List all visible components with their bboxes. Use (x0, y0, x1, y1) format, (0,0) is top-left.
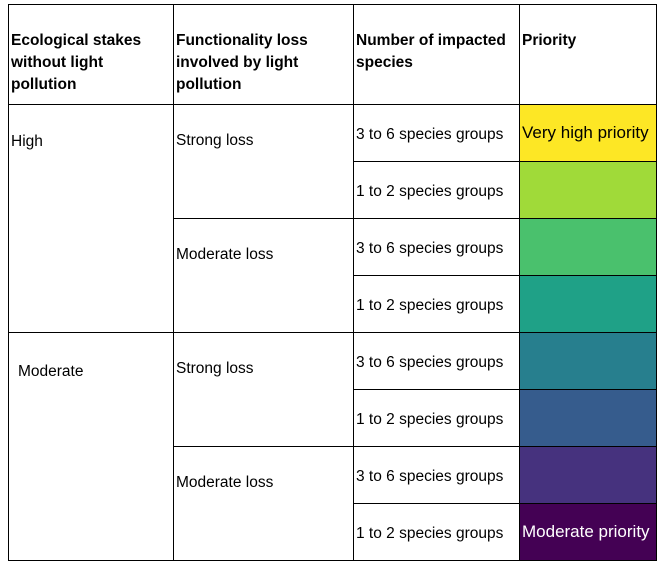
species-cell: 1 to 2 species groups (353, 389, 520, 447)
priority-swatch (520, 333, 656, 389)
table-row: Moderate loss 3 to 6 species groups (9, 446, 657, 561)
species-cell: 1 to 2 species groups (353, 503, 520, 561)
table-row: 1 to 2 species groups (9, 275, 657, 333)
table-frame: Ecological stakes without light pollutio… (8, 4, 657, 561)
priority-swatch (520, 162, 656, 218)
loss-cell: Strong loss (173, 332, 354, 447)
priority-cell (519, 446, 657, 504)
table-row: Moderate loss 3 to 6 species groups (9, 218, 657, 333)
priority-swatch (520, 390, 656, 446)
species-cell: 3 to 6 species groups (353, 218, 520, 276)
species-cell: 3 to 6 species groups (353, 446, 520, 504)
priority-cell (519, 275, 657, 333)
species-cell: 3 to 6 species groups (353, 332, 520, 390)
header-row: Ecological stakes without light pollutio… (8, 4, 657, 105)
species-cell: 1 to 2 species groups (353, 275, 520, 333)
table-row: 1 to 2 species groups Moderate priority (9, 503, 657, 561)
table-row: 1 to 2 species groups (9, 161, 657, 219)
loss-cell: Strong loss (173, 104, 354, 219)
table-row: Moderate Strong loss 3 to 6 species grou… (8, 332, 657, 561)
stakes-high: High (8, 104, 174, 333)
header-ecological-stakes: Ecological stakes without light pollutio… (8, 4, 174, 105)
header-impacted-species: Number of impacted species (353, 4, 520, 105)
loss-cell: Moderate loss (173, 218, 354, 333)
priority-swatch (520, 447, 656, 503)
priority-cell (519, 161, 657, 219)
priority-cell: Moderate priority (519, 503, 657, 561)
priority-cell: Very high priority (519, 104, 657, 162)
priority-swatch (520, 276, 656, 332)
table-row: High Strong loss 3 to 6 species groups V… (8, 104, 657, 333)
priority-cell (519, 218, 657, 276)
priority-swatch (520, 219, 656, 275)
priority-table: Ecological stakes without light pollutio… (8, 4, 657, 561)
species-cell: 3 to 6 species groups (353, 104, 520, 162)
loss-cell: Moderate loss (173, 446, 354, 561)
stakes-moderate: Moderate (8, 332, 174, 561)
priority-cell (519, 332, 657, 390)
header-functionality-loss: Functionality loss involved by light pol… (173, 4, 354, 105)
priority-swatch-very-high: Very high priority (520, 105, 656, 161)
priority-cell (519, 389, 657, 447)
priority-swatch-moderate: Moderate priority (520, 504, 656, 560)
species-cell: 1 to 2 species groups (353, 161, 520, 219)
header-priority: Priority (519, 4, 657, 105)
